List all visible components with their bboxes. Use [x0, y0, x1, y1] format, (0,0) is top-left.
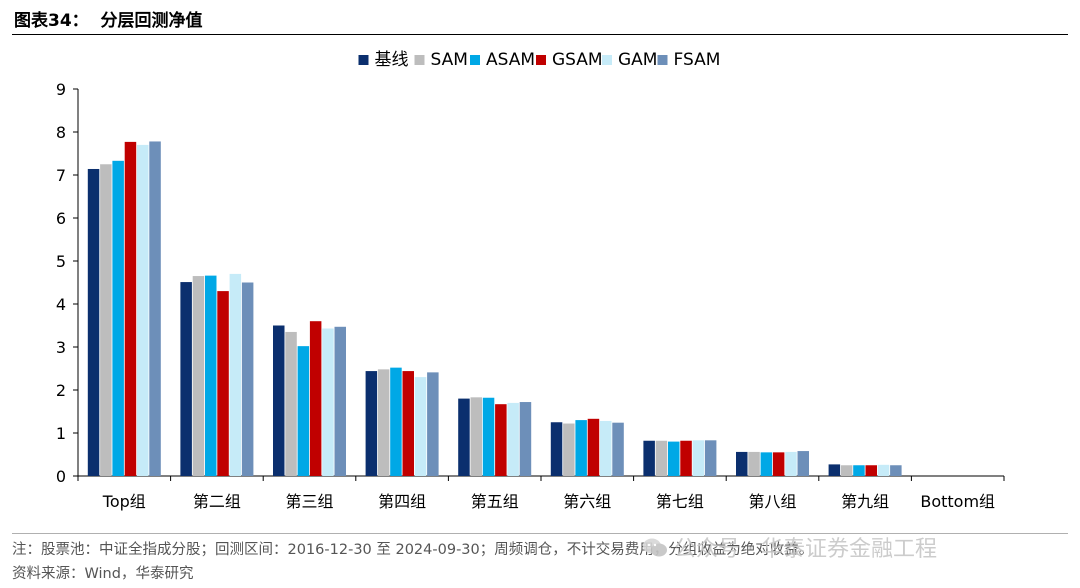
bar-FSAM — [427, 372, 439, 476]
x-tick-label: 第六组 — [563, 492, 611, 511]
legend-swatch-ASAM — [470, 55, 480, 65]
data-source: 资料来源：Wind，华泰研究 — [12, 566, 194, 582]
legend-swatch-GSAM — [536, 55, 546, 65]
figure-title: 图表34： 分层回测净值 — [14, 11, 203, 31]
bar-FSAM — [241, 282, 254, 476]
bar-ASAM — [390, 367, 402, 476]
bar-FSAM — [519, 402, 532, 476]
legend-label-ASAM: ASAM — [486, 50, 535, 70]
bar-GSAM — [124, 141, 137, 476]
legend-label-SAM: SAM — [431, 50, 468, 70]
bar-基线 — [736, 451, 748, 476]
bar-SAM — [748, 451, 760, 476]
x-tick-label: 第三组 — [285, 492, 333, 511]
y-tick-label: 0 — [56, 467, 66, 486]
watermark-text: 公众号 · 华泰证券金融工程 — [674, 537, 937, 562]
bar-SAM — [655, 440, 668, 476]
bar-GAM — [507, 402, 519, 476]
y-tick-label: 1 — [56, 424, 66, 443]
y-tick-label: 6 — [56, 209, 66, 228]
bar-SAM — [563, 423, 575, 476]
bar-ASAM — [297, 346, 310, 476]
x-tick-label: Bottom组 — [920, 492, 995, 511]
legend-label-基线: 基线 — [375, 50, 409, 70]
bar-GSAM — [772, 452, 785, 476]
bar-ASAM — [760, 452, 773, 476]
bar-chart: 0 1 2 3 4 5 6 7 8 9 Top组 第二组 第三组 第四组 第五组 第六组 第七组 第八组 第九组 Bo… — [56, 50, 1005, 511]
bar-GAM — [600, 420, 612, 476]
x-tick-label: 第八组 — [748, 492, 796, 511]
bar-FSAM — [890, 465, 902, 476]
legend-label-FSAM: FSAM — [674, 50, 721, 70]
bar-GAM — [877, 464, 890, 476]
bar-FSAM — [334, 326, 346, 476]
legend-swatch-GAM — [602, 55, 612, 65]
y-tick-label: 4 — [56, 295, 66, 314]
figure-header: 图表34： 分层回测净值 — [12, 0, 1068, 35]
bar-ASAM — [575, 420, 587, 476]
y-tick-label: 9 — [56, 80, 66, 99]
bar-基线 — [828, 464, 841, 476]
bar-GSAM — [495, 404, 507, 476]
legend-label-GSAM: GSAM — [552, 50, 603, 70]
footer-divider — [12, 533, 1068, 534]
y-tick-label: 8 — [56, 123, 66, 142]
bar-GSAM — [217, 291, 229, 476]
x-tick-label: 第五组 — [471, 492, 519, 511]
bar-ASAM — [853, 465, 865, 476]
wechat-icon — [643, 538, 667, 557]
bar-基线 — [180, 282, 192, 476]
bar-ASAM — [482, 397, 495, 476]
x-tick-label: 第九组 — [841, 492, 889, 511]
legend-label-GAM: GAM — [618, 50, 657, 70]
bar-基线 — [550, 422, 563, 476]
bar-GAM — [137, 144, 149, 476]
bar-基线 — [365, 371, 378, 476]
bar-ASAM — [668, 441, 680, 476]
bar-SAM — [840, 465, 853, 476]
x-tick-label: 第七组 — [656, 492, 704, 511]
bar-FSAM — [612, 422, 624, 476]
bar-SAM — [377, 369, 390, 476]
x-tick-label: 第四组 — [378, 492, 426, 511]
bar-基线 — [273, 325, 285, 476]
watermark: 公众号 · 华泰证券金融工程 — [642, 531, 937, 563]
bar-SAM — [285, 331, 297, 476]
bar-FSAM — [797, 451, 809, 476]
bar-GSAM — [309, 321, 322, 476]
bar-SAM — [192, 276, 205, 476]
bar-基线 — [643, 440, 655, 476]
bar-GSAM — [402, 371, 414, 476]
bar-FSAM — [704, 440, 717, 476]
bar-GAM — [692, 440, 705, 476]
legend-swatch-SAM — [414, 55, 425, 65]
bar-SAM — [100, 164, 112, 476]
bar-GSAM — [865, 465, 877, 476]
y-tick-label: 7 — [56, 166, 66, 185]
bar-GAM — [785, 451, 797, 476]
bar-ASAM — [112, 160, 124, 476]
bar-FSAM — [149, 141, 161, 476]
y-tick-label: 2 — [56, 381, 66, 400]
bar-GAM — [322, 328, 334, 476]
y-tick-label: 3 — [56, 338, 66, 357]
bar-SAM — [470, 397, 482, 476]
bar-GSAM — [587, 418, 600, 476]
x-tick-label: Top组 — [102, 492, 146, 511]
y-tick-label: 5 — [56, 252, 66, 271]
bar-GAM — [414, 377, 427, 476]
x-tick-label: 第二组 — [193, 492, 241, 511]
chart-note: 注：股票池：中证全指成分股；回测区间：2016-12-30 至 2024-09-… — [12, 542, 814, 558]
bar-基线 — [458, 398, 470, 476]
legend-swatch-FSAM — [657, 55, 668, 65]
bar-ASAM — [205, 275, 217, 476]
bar-GAM — [229, 273, 242, 476]
bar-GSAM — [680, 440, 692, 476]
bar-基线 — [87, 168, 100, 477]
legend-swatch-基线 — [358, 55, 369, 65]
